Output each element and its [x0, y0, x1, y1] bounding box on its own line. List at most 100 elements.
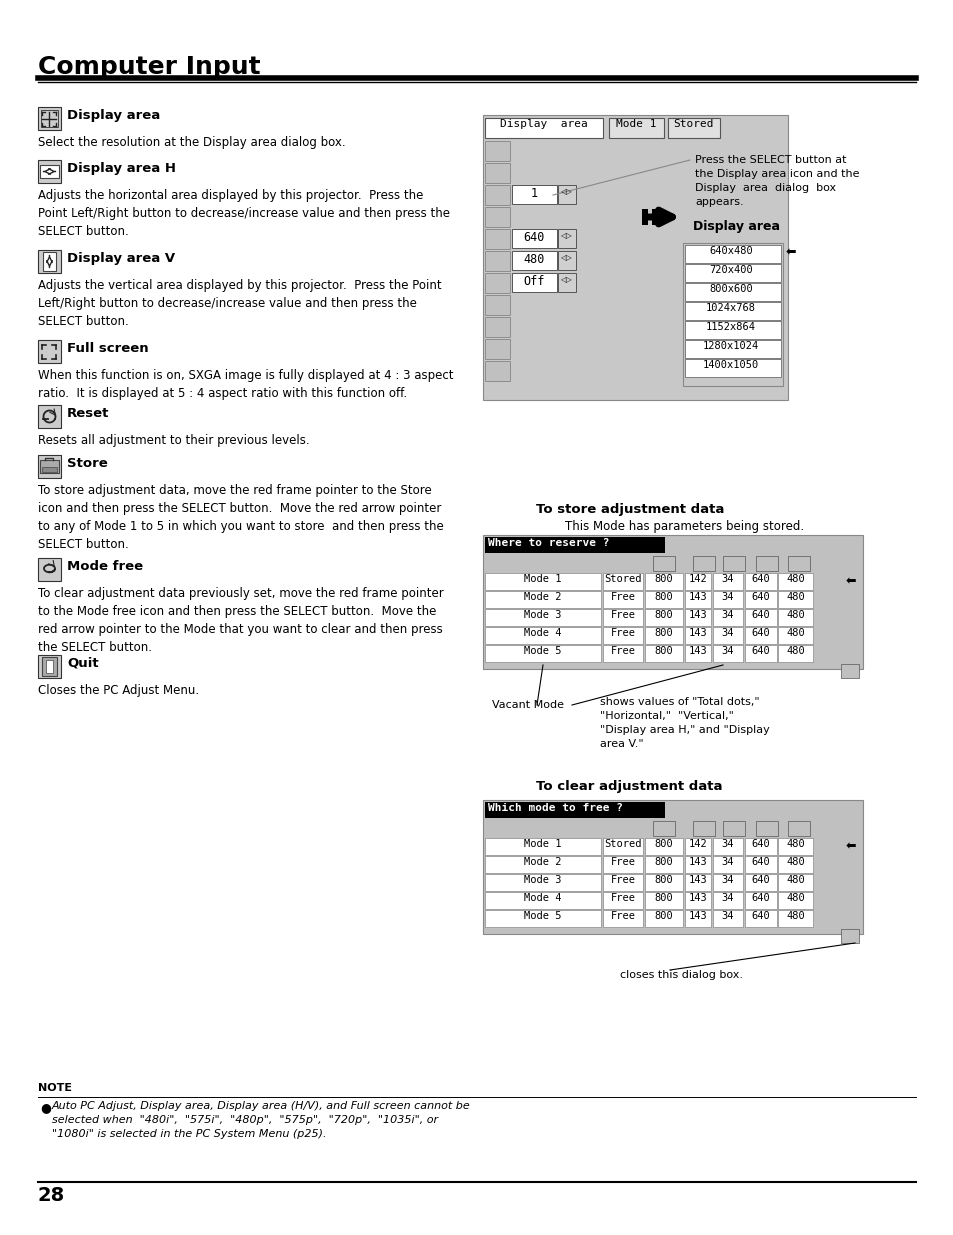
Text: Free: Free: [610, 857, 635, 867]
Bar: [484, 295, 510, 315]
Text: closes this dialog box.: closes this dialog box.: [619, 969, 742, 981]
Text: ◁▷: ◁▷: [560, 253, 572, 262]
Text: Adjusts the horizontal area displayed by this projector.  Press the
Point Left/R: Adjusts the horizontal area displayed by…: [38, 189, 450, 238]
Text: Free: Free: [610, 610, 635, 620]
Bar: [38, 655, 61, 678]
Bar: [744, 645, 776, 662]
Text: 800: 800: [654, 574, 673, 584]
Bar: [684, 321, 781, 338]
Text: 480: 480: [785, 911, 804, 921]
Text: Off: Off: [523, 275, 544, 288]
Bar: [608, 119, 663, 138]
Bar: [744, 627, 776, 643]
Bar: [778, 856, 812, 873]
Bar: [722, 821, 744, 836]
Bar: [602, 645, 642, 662]
Text: 34: 34: [721, 911, 734, 921]
Bar: [778, 892, 812, 909]
Bar: [684, 264, 781, 282]
Bar: [641, 209, 647, 225]
Bar: [684, 283, 781, 301]
Text: 34: 34: [721, 876, 734, 885]
Bar: [778, 592, 812, 608]
Bar: [558, 185, 576, 204]
Text: 1400x1050: 1400x1050: [702, 359, 759, 370]
Text: 143: 143: [688, 592, 706, 601]
Text: 34: 34: [721, 839, 734, 848]
Bar: [484, 207, 510, 227]
Text: 143: 143: [688, 629, 706, 638]
Text: Free: Free: [610, 592, 635, 601]
Bar: [712, 874, 742, 890]
Text: 480: 480: [523, 253, 544, 266]
Bar: [484, 839, 600, 855]
Bar: [484, 163, 510, 183]
Text: 800: 800: [654, 646, 673, 656]
Text: 34: 34: [721, 646, 734, 656]
Bar: [38, 405, 61, 429]
Bar: [684, 645, 710, 662]
Bar: [602, 856, 642, 873]
Text: 1: 1: [530, 186, 537, 200]
Bar: [484, 141, 510, 161]
Text: 800: 800: [654, 839, 673, 848]
Text: Store: Store: [67, 457, 108, 471]
Bar: [652, 556, 675, 571]
Bar: [484, 573, 600, 590]
Text: ⬅: ⬅: [845, 840, 856, 853]
Text: 1152x864: 1152x864: [705, 322, 755, 332]
Text: 480: 480: [785, 592, 804, 601]
Text: ◁▷: ◁▷: [560, 231, 572, 240]
Bar: [40, 459, 59, 473]
Text: Display area: Display area: [67, 109, 160, 122]
Bar: [484, 627, 600, 643]
Bar: [644, 892, 682, 909]
Text: To store adjustment data: To store adjustment data: [536, 503, 723, 516]
Text: 640: 640: [751, 911, 770, 921]
Bar: [512, 185, 557, 204]
Text: 143: 143: [688, 857, 706, 867]
Text: Display area H: Display area H: [67, 162, 175, 175]
Text: Mode 1: Mode 1: [524, 574, 561, 584]
Text: 480: 480: [785, 876, 804, 885]
Bar: [644, 910, 682, 927]
Bar: [744, 609, 776, 626]
Text: 480: 480: [785, 646, 804, 656]
Bar: [841, 664, 858, 678]
Text: 640: 640: [751, 610, 770, 620]
Bar: [42, 657, 57, 676]
Bar: [512, 273, 557, 291]
Text: Mode 4: Mode 4: [524, 629, 561, 638]
Bar: [744, 910, 776, 927]
Bar: [484, 910, 600, 927]
Text: To clear adjustment data: To clear adjustment data: [536, 781, 721, 793]
Text: Display area V: Display area V: [67, 252, 175, 266]
Text: Full screen: Full screen: [67, 342, 149, 354]
Bar: [602, 874, 642, 890]
Bar: [602, 573, 642, 590]
Bar: [484, 185, 510, 205]
Text: ⬅: ⬅: [785, 246, 796, 259]
Text: 34: 34: [721, 574, 734, 584]
Text: Stored: Stored: [673, 119, 714, 128]
Text: ●: ●: [40, 1100, 51, 1114]
Bar: [484, 228, 510, 249]
Text: 800: 800: [654, 629, 673, 638]
Text: 480: 480: [785, 839, 804, 848]
Text: NOTE: NOTE: [38, 1083, 71, 1093]
Text: 28: 28: [38, 1186, 65, 1205]
Bar: [755, 821, 778, 836]
Text: 480: 480: [785, 893, 804, 903]
Text: Resets all adjustment to their previous levels.: Resets all adjustment to their previous …: [38, 433, 310, 447]
Text: Free: Free: [610, 911, 635, 921]
Bar: [722, 556, 744, 571]
Text: 480: 480: [785, 857, 804, 867]
Text: Closes the PC Adjust Menu.: Closes the PC Adjust Menu.: [38, 684, 199, 697]
Bar: [484, 273, 510, 293]
Bar: [712, 892, 742, 909]
Text: Mode 2: Mode 2: [524, 857, 561, 867]
Text: 640: 640: [751, 574, 770, 584]
Text: 640x480: 640x480: [708, 246, 752, 256]
Bar: [787, 556, 809, 571]
Bar: [684, 910, 710, 927]
